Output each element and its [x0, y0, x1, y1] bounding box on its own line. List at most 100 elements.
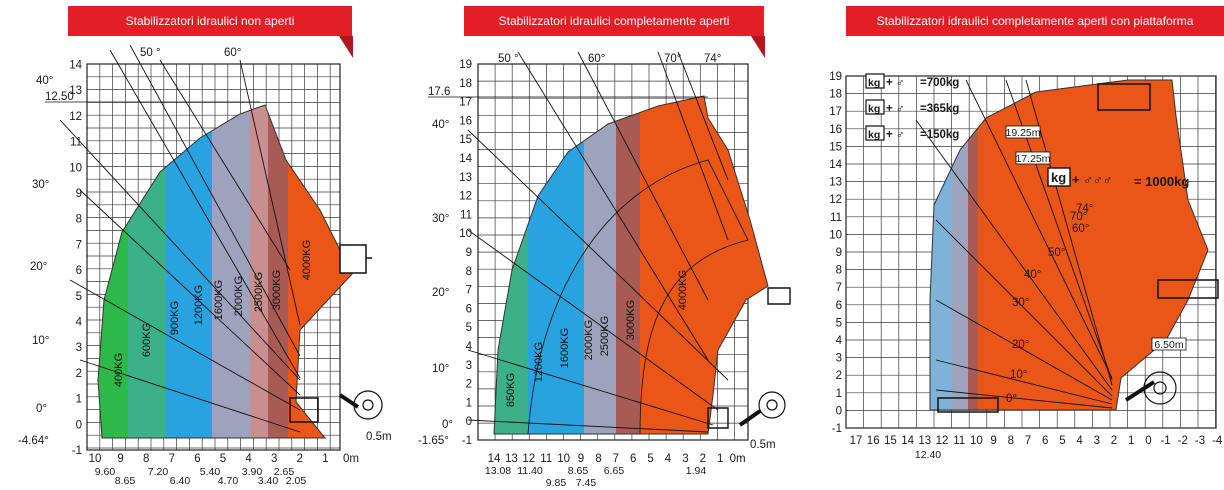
angle-label: 10° [1010, 369, 1027, 381]
y-tick-label: 4 [836, 335, 843, 347]
x-sub-label: 7.45 [576, 477, 597, 489]
angle-line [467, 349, 714, 426]
load-zone [188, 105, 212, 438]
x-sub-label: 9.85 [546, 477, 567, 489]
height-tag-box [1005, 125, 1041, 139]
banner-tail [751, 36, 765, 58]
load-zone [640, 96, 768, 434]
x-tick-label: 2 [297, 453, 303, 465]
wheel-hub-icon [362, 399, 374, 411]
y-tick-label: 13 [829, 177, 842, 189]
y-tick-label: -1 [72, 445, 82, 457]
x-tick-label: 1 [322, 453, 328, 465]
x-tick-label: 16 [867, 435, 880, 447]
zone-label: 1600KG [213, 280, 225, 320]
y-tick-label: -1 [462, 435, 472, 447]
x-sub-label: 12.40 [915, 449, 941, 461]
top-angle-label: 50 ° [140, 47, 161, 59]
y-tick-label: 4 [76, 317, 83, 329]
angle-line [79, 189, 301, 396]
reach-label: 0.5m [750, 439, 776, 451]
weight-icon-label: kg [1051, 170, 1066, 185]
height-tag-box [1015, 151, 1051, 165]
y-tick-label: 7 [836, 282, 842, 294]
angle-line [129, 44, 301, 357]
x-tick-label: 6 [194, 453, 200, 465]
platform-load-label: =365kg [920, 103, 959, 115]
angle-label: 10° [432, 363, 449, 375]
max-height-label: 12.50 [45, 91, 74, 103]
zone-label: 2500KG [599, 316, 611, 356]
banner-tail [339, 36, 353, 58]
x-tick-label: 3 [271, 453, 277, 465]
y-tick-label: 5 [466, 322, 472, 334]
weight-icon [1047, 167, 1071, 187]
zone-label: 3000KG [625, 300, 637, 340]
y-tick-label: 17 [829, 106, 842, 118]
top-angle-label: 74° [704, 53, 721, 65]
y-tick-label: 18 [829, 89, 842, 101]
angle-label: 30° [1012, 297, 1029, 309]
zone-label: 600KG [141, 323, 153, 357]
y-tick-label: 9 [76, 188, 82, 200]
x-sub-label: 9.60 [95, 466, 116, 478]
angle-label: 60° [1072, 223, 1089, 235]
x-tick-label: 3 [1094, 435, 1100, 447]
zone-arc [527, 159, 749, 434]
y-tick-label: 2 [836, 370, 842, 382]
wheel-icon [758, 391, 786, 419]
x-tick-label: 8 [143, 453, 149, 465]
x-tick-label: -2 [1178, 435, 1188, 447]
height-tag: 6.50m [1154, 339, 1183, 351]
envelope-outline [97, 104, 353, 439]
zone-label: 1600KG [559, 328, 571, 368]
angle-line [657, 51, 729, 241]
panel-title: Stabilizzatori idraulici non aperti [68, 6, 352, 36]
angle-label: 30° [432, 213, 449, 225]
x-sub-label: 2.05 [286, 475, 307, 487]
boom-icon [338, 393, 360, 409]
fork-icon [767, 287, 791, 305]
x-tick-label: 14 [901, 435, 914, 447]
y-tick-label: 8 [836, 265, 842, 277]
fork-icon [707, 407, 729, 429]
load-zone [166, 105, 188, 438]
y-tick-label: 10 [829, 229, 842, 241]
angle-line [239, 59, 301, 326]
y-tick-label: 6 [76, 265, 82, 277]
y-tick-label: 0 [466, 416, 472, 428]
y-tick-label: 7 [466, 285, 472, 297]
load-zone [568, 96, 584, 434]
x-tick-label: 2 [1111, 435, 1117, 447]
angle-label: 40° [432, 119, 449, 131]
angle-label: 0° [442, 419, 453, 431]
zone-label: 1200KG [533, 342, 545, 382]
angle-line [935, 219, 1113, 397]
platform-icon [1097, 83, 1151, 111]
y-tick-label: 9 [836, 247, 842, 259]
angle-label: 20° [30, 261, 47, 273]
weight-icon [865, 125, 885, 141]
angle-line [935, 359, 1113, 405]
angle-line [159, 59, 291, 271]
zone-label: 900KG [169, 301, 181, 335]
x-tick-label: 15 [884, 435, 897, 447]
min-depth-label: -4.64° [18, 435, 49, 447]
x-tick-label: 17 [850, 435, 863, 447]
envelope-outline [493, 95, 769, 435]
platform-load-label: =150kg [920, 129, 959, 141]
angle-label: 0° [36, 403, 47, 415]
x-tick-label: -3 [1195, 435, 1205, 447]
x-tick-label: 10 [970, 435, 983, 447]
angle-label: 20° [1012, 339, 1029, 351]
panel-title: Stabilizzatori idraulici completamente a… [846, 6, 1224, 36]
boom-icon [738, 409, 762, 427]
person-icon: + ♂♂♂ [1072, 172, 1112, 187]
x-tick-label: 0m [343, 453, 359, 465]
angle-label: 0° [1006, 393, 1017, 405]
x-tick-label: 12 [936, 435, 949, 447]
x-sub-label: 7.20 [148, 466, 169, 478]
x-tick-label: 6 [630, 453, 636, 465]
top-angle-label: 70° [664, 53, 681, 65]
height-tag-box [1151, 337, 1187, 351]
